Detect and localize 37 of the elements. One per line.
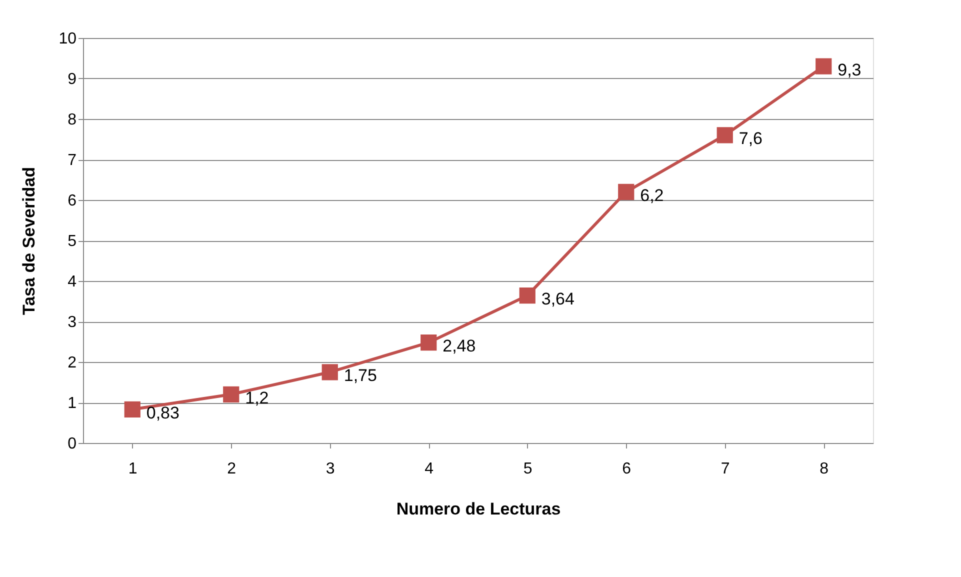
data-label: 6,2 (640, 186, 664, 205)
x-tick-label: 8 (820, 460, 829, 478)
data-label: 1,75 (344, 366, 377, 386)
data-label: 9,3 (838, 60, 862, 80)
x-tick-label: 5 (523, 460, 532, 478)
y-tick-label: 5 (68, 233, 77, 250)
point (716, 127, 733, 144)
data-label: 7,6 (738, 129, 763, 148)
point (618, 184, 634, 200)
data-label: 0,83 (146, 403, 180, 422)
y-tick-label: 4 (68, 274, 77, 290)
y-tick-label: 1 (68, 395, 77, 412)
x-tick-label: 6 (622, 460, 632, 478)
y-tick-label: 10 (58, 30, 77, 48)
x-tick-label: 7 (720, 460, 730, 478)
y-axis-title: Tasa de Severidad (20, 166, 39, 316)
y-tick-label: 8 (68, 112, 77, 128)
y-tick-label: 9 (68, 71, 77, 88)
point (519, 288, 536, 304)
data-label: 3,64 (541, 290, 574, 309)
point (223, 386, 240, 402)
x-axis-title: Numero de Lecturas (396, 500, 561, 518)
x-tick-label: 3 (326, 460, 335, 478)
y-tick-label: 3 (68, 314, 77, 331)
data-label: 1,2 (245, 388, 269, 408)
y-tick-label: 7 (68, 152, 77, 169)
y-tick-label: 2 (68, 354, 77, 372)
y-tick-label: 6 (68, 192, 77, 210)
x-tick-label: 2 (227, 460, 236, 478)
point (420, 334, 437, 351)
data-label: 2,48 (442, 336, 476, 356)
x-tick-label: 4 (424, 460, 434, 478)
point (816, 58, 832, 74)
y-tick-label: 0 (68, 436, 77, 452)
point (124, 401, 140, 418)
x-tick-label: 1 (128, 460, 138, 478)
point (322, 364, 338, 380)
